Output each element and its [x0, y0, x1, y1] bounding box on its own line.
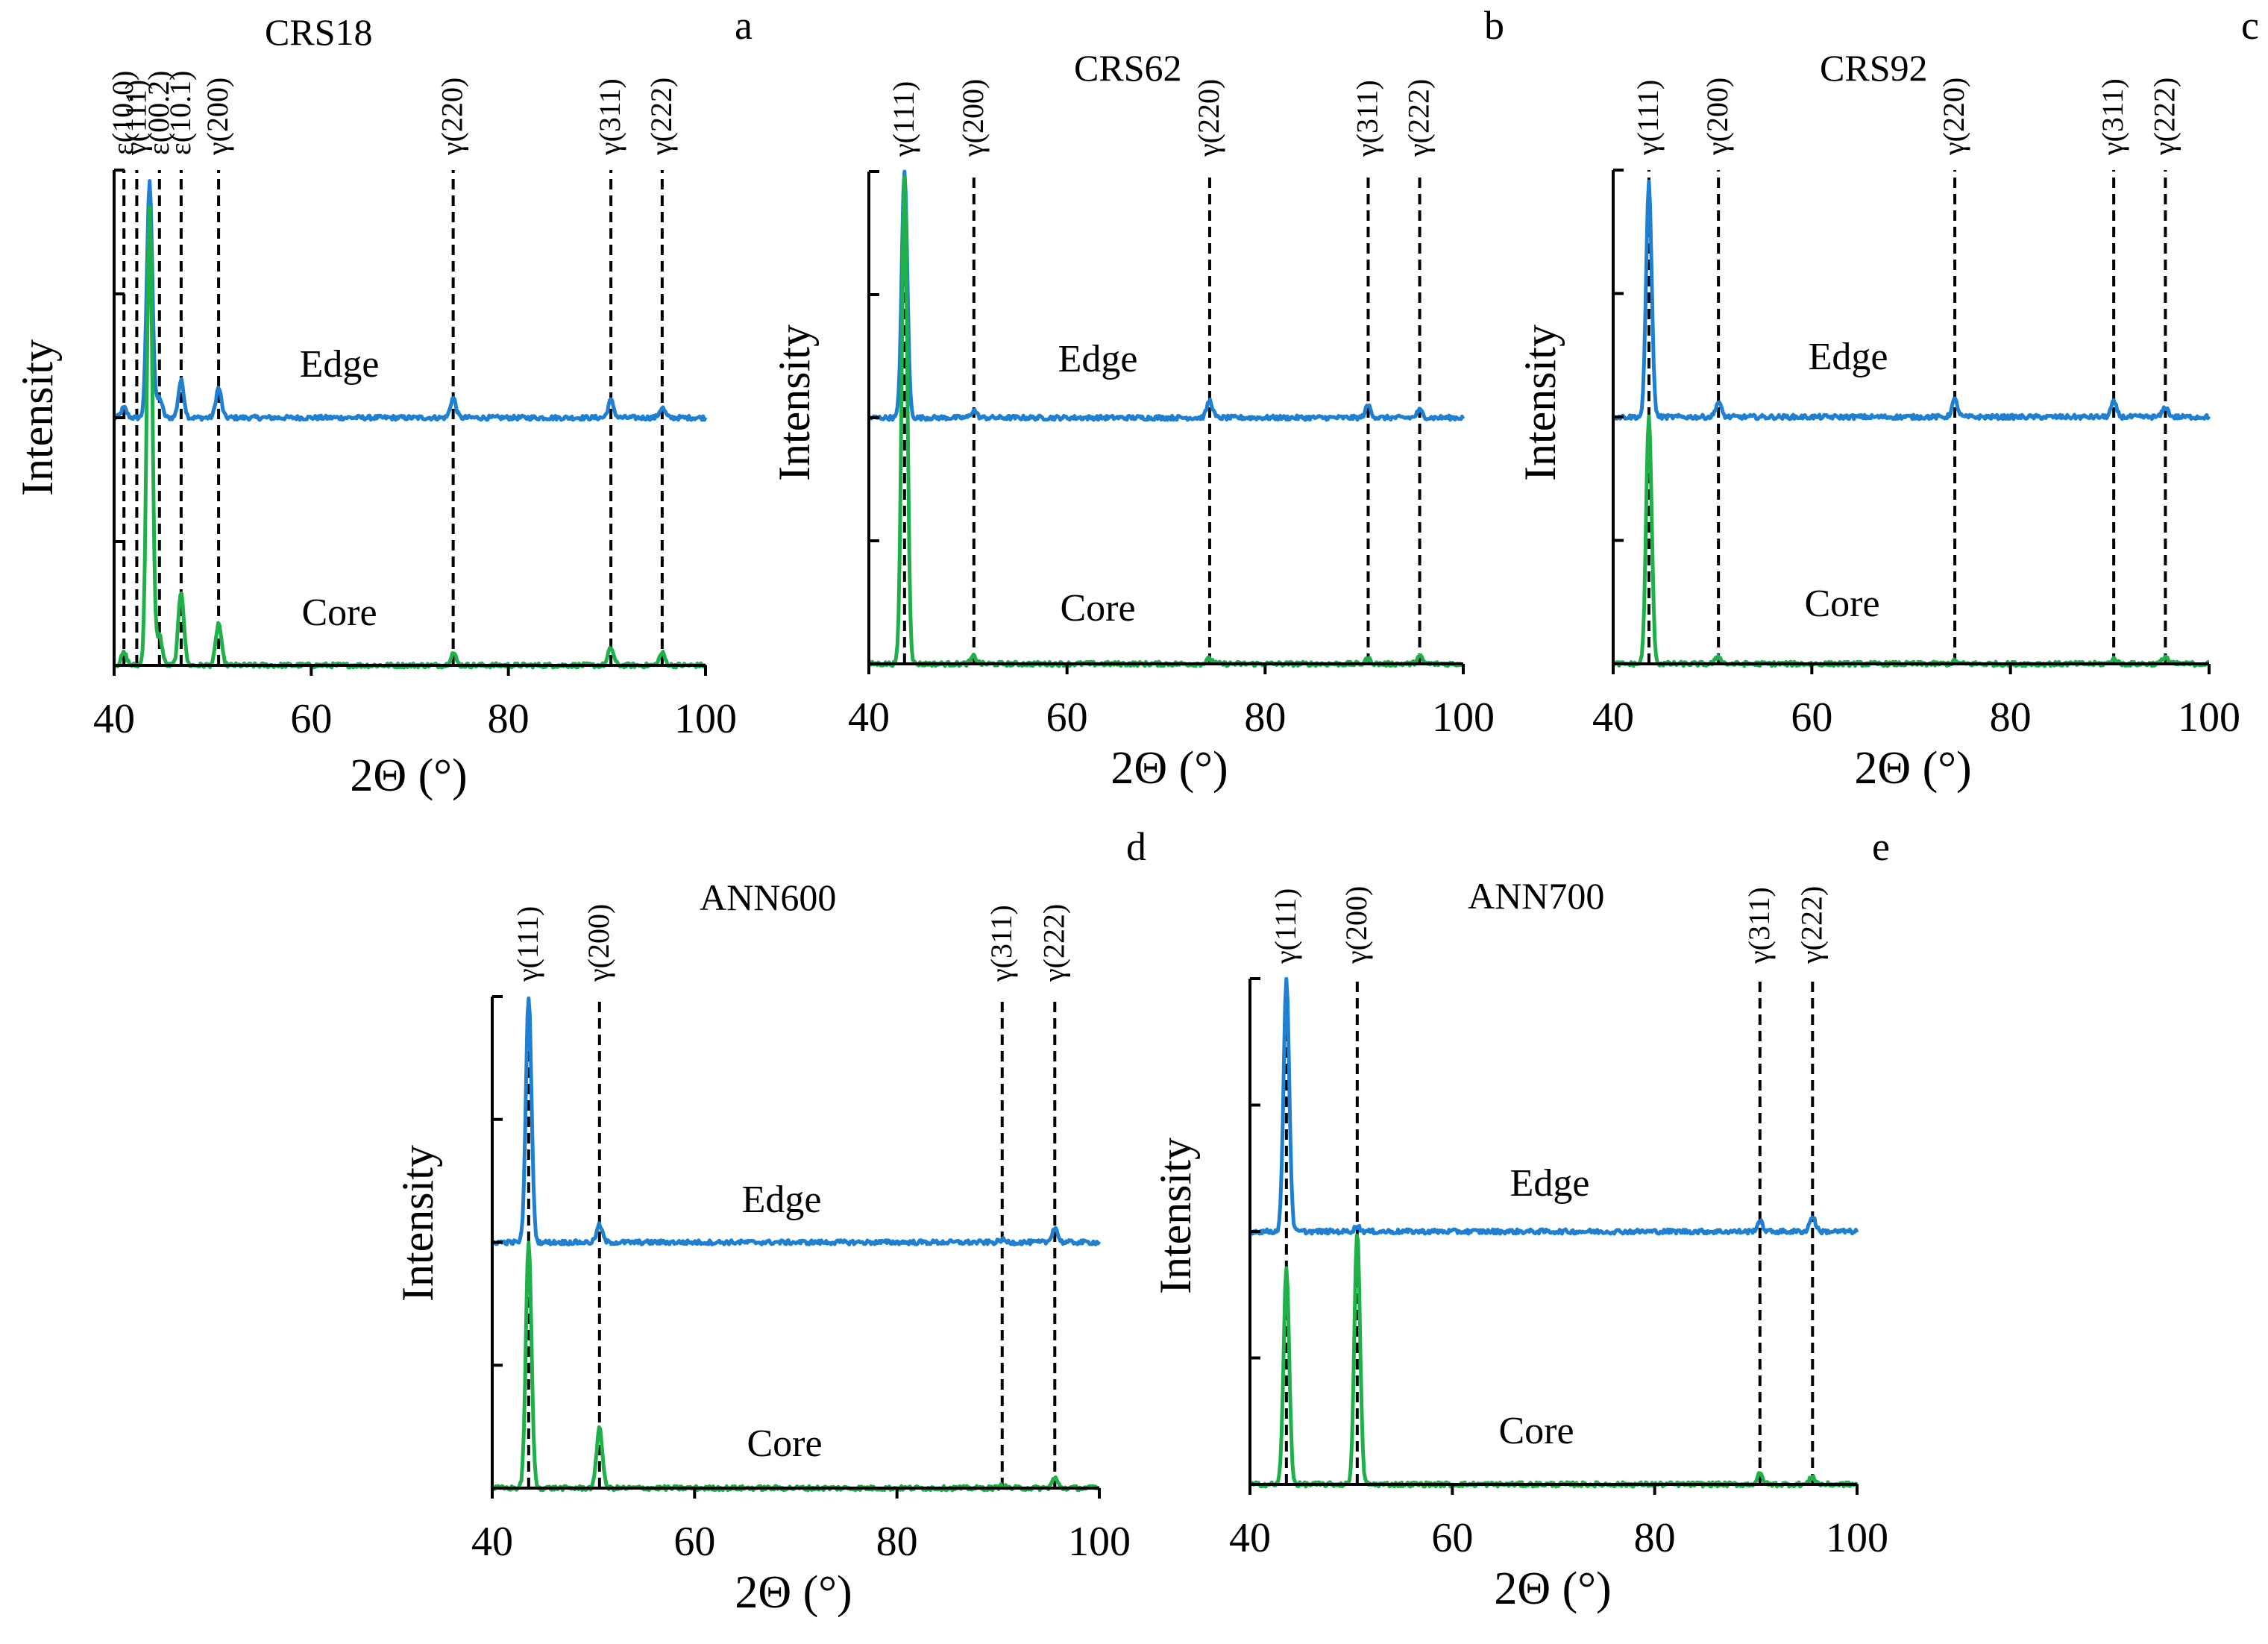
x-tick-label: 60 — [1431, 1515, 1473, 1561]
ref-line-label: ε(10.1) — [163, 71, 197, 155]
series-line-edge — [113, 179, 708, 422]
ref-line-label: γ(111) — [1269, 888, 1302, 964]
ref-line-label: γ(222) — [1037, 904, 1070, 982]
ref-line-label: γ(311) — [2096, 78, 2129, 156]
x-tick-label: 100 — [2178, 694, 2240, 741]
x-axis-label: 2Θ (°) — [1494, 1563, 1611, 1614]
y-axis-label: Intensity — [1151, 1138, 1200, 1294]
series-line-core — [867, 175, 1465, 668]
x-tick-label: 60 — [1046, 694, 1088, 741]
panel-title: CRS18 — [265, 11, 373, 53]
y-axis-label: Intensity — [393, 1145, 442, 1302]
x-tick-label: 40 — [471, 1519, 513, 1565]
ref-line-label: γ(220) — [1192, 79, 1225, 157]
panel-a: ε(10.0)γ(111)ε(00.2)ε(10.1) γ(200) γ(220) γ… — [13, 3, 753, 801]
series-label-core: Core — [1060, 587, 1135, 630]
x-tick-label: 40 — [1229, 1515, 1271, 1561]
x-tick-label: 40 — [93, 696, 135, 742]
series-label-core: Core — [1498, 1410, 1574, 1452]
x-axis-label: 2Θ (°) — [735, 1567, 852, 1618]
series-line-edge — [491, 996, 1102, 1246]
x-tick-label: 60 — [1791, 694, 1832, 741]
ref-line-label: γ(111) — [119, 80, 152, 156]
x-axis-label: 2Θ (°) — [1111, 743, 1228, 794]
x-tick-label: 60 — [673, 1519, 715, 1565]
ref-line-label: γ(311) — [593, 78, 626, 156]
x-tick-label: 100 — [1826, 1515, 1888, 1561]
ref-line-label: γ(200) — [1339, 886, 1373, 964]
series-line-edge — [1611, 179, 2211, 421]
ref-line-label: γ(200) — [201, 78, 234, 156]
x-tick-label: 40 — [1592, 694, 1634, 741]
ref-line-label: ε(00.2) — [142, 71, 175, 155]
x-tick-label: 80 — [1634, 1515, 1676, 1561]
panel-letter: e — [1872, 824, 1890, 869]
ref-line-label: γ(220) — [436, 78, 469, 156]
ref-line-label: γ(111) — [1631, 80, 1665, 156]
panel-letter: a — [735, 3, 753, 48]
x-tick-label: 80 — [876, 1519, 918, 1565]
series-line-edge — [868, 169, 1466, 422]
x-tick-label: 60 — [290, 696, 332, 742]
panel-letter: d — [1126, 824, 1146, 869]
x-tick-label: 100 — [674, 696, 737, 742]
ref-line-label: γ(222) — [1402, 79, 1436, 157]
series-label-edge: Edge — [1809, 336, 1888, 378]
panel-b: γ(111) γ(200) γ(220) γ(311) γ(222) 40 60 80 100 2… — [770, 3, 1504, 794]
ref-line-label: γ(222) — [2147, 78, 2181, 156]
panel-c: γ(111) γ(200) γ(220) γ(311) γ(222) 40 60 80 100 2… — [1515, 3, 2259, 794]
panel-title: CRS62 — [1074, 47, 1182, 89]
ref-line-label: γ(111) — [887, 81, 920, 157]
x-axis-label: 2Θ (°) — [350, 750, 467, 801]
y-axis-label: Intensity — [770, 324, 819, 481]
ref-line-label: γ(222) — [644, 78, 678, 156]
ref-line-label: γ(222) — [1794, 886, 1828, 964]
x-tick-label: 80 — [1990, 694, 2032, 741]
x-tick-label: 100 — [1432, 694, 1495, 741]
series-label-edge: Edge — [1058, 338, 1138, 380]
panel-d: γ(111) γ(200) γ(311) γ(222) 40 60 80 100 2Θ (°) I… — [393, 824, 1146, 1618]
ref-line-label: ε(10.0) — [106, 71, 139, 155]
series-label-core: Core — [1804, 583, 1879, 625]
ref-line-label: γ(311) — [1350, 80, 1383, 157]
ref-line-label: γ(111) — [511, 906, 544, 982]
x-axis-label: 2Θ (°) — [1854, 743, 1971, 794]
panel-e: γ(111) γ(200) γ(311) γ(222) 40 60 80 100 2Θ (°) I… — [1151, 824, 1890, 1614]
ref-line-label: γ(220) — [1937, 78, 1970, 156]
series-line-core — [113, 204, 708, 670]
panel-letter: c — [2241, 3, 2259, 48]
panel-letter: b — [1484, 3, 1504, 48]
ref-line-label: γ(200) — [956, 79, 990, 157]
x-tick-label: 80 — [488, 696, 530, 742]
panel-title: CRS92 — [1820, 47, 1928, 89]
x-tick-label: 80 — [1244, 694, 1286, 741]
y-axis-label: Intensity — [13, 339, 62, 496]
x-tick-label: 40 — [848, 694, 890, 741]
panel-title: ANN700 — [1468, 875, 1604, 917]
series-label-core: Core — [747, 1422, 822, 1465]
series-label-edge: Edge — [300, 343, 380, 386]
ref-line-label: γ(311) — [1742, 887, 1776, 964]
panel-title: ANN600 — [700, 876, 836, 918]
y-axis-label: Intensity — [1515, 324, 1565, 481]
ref-line-label: γ(311) — [984, 905, 1018, 982]
series-line-core — [1611, 414, 2210, 668]
series-label-core: Core — [301, 592, 377, 634]
ref-line-label: γ(200) — [1700, 78, 1734, 156]
series-label-edge: Edge — [1510, 1162, 1590, 1205]
series-label-edge: Edge — [742, 1179, 822, 1221]
ref-line-label: γ(200) — [582, 904, 615, 982]
x-tick-label: 100 — [1068, 1519, 1131, 1565]
series-line-edge — [1248, 976, 1859, 1236]
